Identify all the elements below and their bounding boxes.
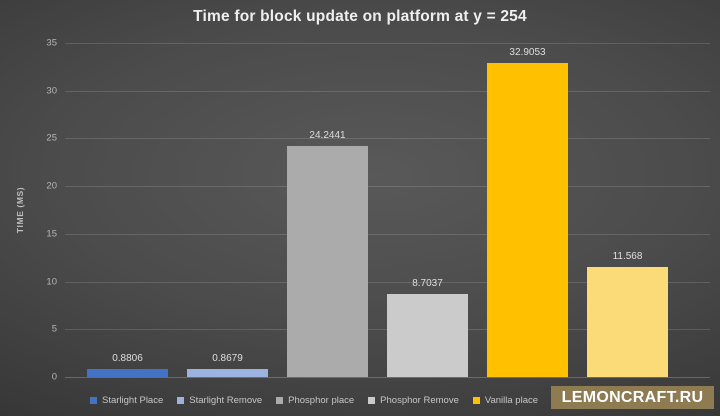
gridline <box>65 281 710 283</box>
gridline <box>65 43 710 44</box>
legend-entry-starlight-remove: Starlight Remove <box>177 395 262 406</box>
bar-phosphor-remove: 8.7037 <box>387 278 468 377</box>
legend-entry-starlight-place: Starlight Place <box>90 395 163 406</box>
legend-label: Starlight Place <box>102 395 164 406</box>
y-tick: 5 <box>51 323 57 335</box>
y-tick: 30 <box>46 85 57 97</box>
y-tick: 25 <box>46 132 57 144</box>
plot-area: 0.8806 0.8679 24.2441 8.7037 32.9053 11.… <box>65 43 710 378</box>
legend-label: Vanilla place <box>484 395 539 406</box>
legend-label: Phosphor place <box>288 395 355 406</box>
y-tick: 15 <box>46 228 57 240</box>
y-tick: 35 <box>46 37 57 49</box>
legend-swatch-icon <box>472 397 480 404</box>
gridline <box>65 90 710 92</box>
legend-label: Starlight Remove <box>189 395 263 406</box>
bar-value-label: 32.9053 <box>509 47 546 58</box>
bar-starlight-remove: 0.8679 <box>187 353 268 377</box>
bar-value-label: 8.7037 <box>412 277 443 289</box>
chart-legend: Starlight Place Starlight Remove Phospho… <box>90 395 564 406</box>
y-tick: 20 <box>46 180 57 192</box>
x-axis-baseline <box>65 377 710 378</box>
legend-swatch-icon <box>177 397 185 404</box>
bar-starlight-place: 0.8806 <box>87 353 168 377</box>
bar-value-label: 0.8806 <box>112 352 143 364</box>
bar-phosphor-place: 24.2441 <box>287 130 368 377</box>
legend-label: Phosphor Remove <box>380 395 459 406</box>
bar-value-label: 11.568 <box>612 250 643 262</box>
gridline <box>65 138 710 140</box>
legend-entry-vanilla-place: Vanilla place <box>472 395 539 406</box>
lemoncraft-watermark: LEMONCRAFT.RU <box>551 386 714 409</box>
legend-swatch-icon <box>90 397 97 404</box>
legend-swatch-icon <box>276 397 284 404</box>
y-axis-tick-labels: 35 30 25 20 15 10 5 0 <box>0 38 57 383</box>
y-tick: 10 <box>46 276 57 288</box>
legend-entry-phosphor-remove: Phosphor Remove <box>368 395 459 406</box>
bar-vanilla-place: 32.9053 <box>487 47 568 377</box>
bar-value-label: 0.8679 <box>212 352 243 364</box>
chart-title: Time for block update on platform at y =… <box>193 8 527 25</box>
legend-swatch-icon <box>368 397 376 404</box>
gridline <box>65 233 710 235</box>
legend-entry-phosphor-place: Phosphor place <box>276 395 354 406</box>
bar-value-label: 24.2441 <box>309 129 346 141</box>
bar-series: 0.8806 0.8679 24.2441 8.7037 32.9053 11.… <box>65 43 710 377</box>
y-tick: 0 <box>51 371 57 383</box>
gridline <box>65 186 710 188</box>
bar-sixth-label-hidden: 11.568 <box>587 251 668 377</box>
